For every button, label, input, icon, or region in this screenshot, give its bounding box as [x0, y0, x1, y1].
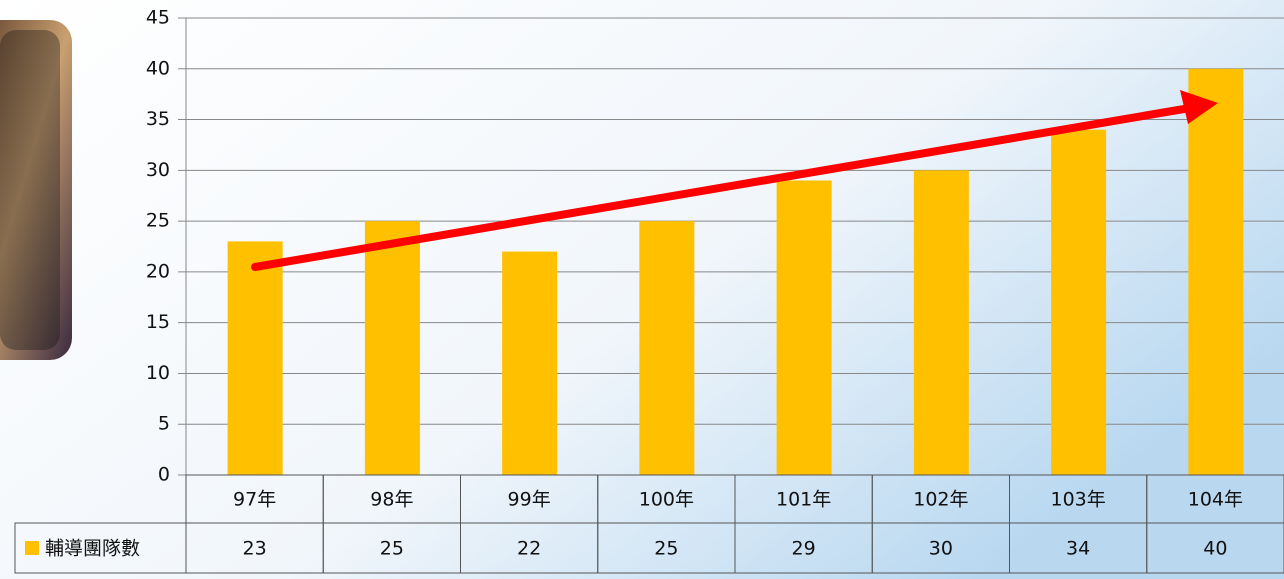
- y-tick-label: 25: [146, 210, 170, 232]
- bar: [1051, 130, 1106, 475]
- y-tick-label: 10: [146, 362, 170, 384]
- table-value: 40: [1203, 538, 1227, 560]
- x-tick-label: 98年: [370, 489, 413, 511]
- chart: 0 5 10 15 20 25 30 35 40 45 97年 23 98年 25 99年 22 100年 25 1…: [0, 0, 1284, 579]
- photo-shade: [0, 30, 60, 350]
- y-tick-label: 5: [158, 413, 170, 435]
- legend-label: 輔導團隊數: [45, 538, 140, 560]
- bar: [777, 180, 832, 475]
- bar: [502, 252, 557, 475]
- y-tick-label: 35: [146, 108, 170, 130]
- bar: [1188, 69, 1243, 475]
- legend-swatch: [25, 541, 39, 555]
- y-tick-label: 45: [146, 7, 170, 29]
- table-value: 25: [380, 538, 404, 560]
- table-value: 25: [654, 538, 678, 560]
- y-tick-label: 0: [158, 464, 170, 486]
- table-value: 23: [243, 538, 267, 560]
- x-tick-label: 103年: [1050, 489, 1105, 511]
- y-tick-label: 20: [146, 260, 170, 282]
- table-value: 22: [517, 538, 541, 560]
- y-tick-label: 15: [146, 311, 170, 333]
- x-tick-label: 99年: [508, 489, 551, 511]
- x-tick-label: 101年: [776, 489, 831, 511]
- y-tick-label: 30: [146, 159, 170, 181]
- bar: [228, 241, 283, 475]
- table-value: 29: [792, 538, 816, 560]
- x-tick-label: 104年: [1188, 489, 1243, 511]
- bar: [639, 221, 694, 475]
- x-tick-label: 102年: [913, 489, 968, 511]
- table-value: 34: [1066, 538, 1090, 560]
- bar: [914, 170, 969, 475]
- x-tick-label: 97年: [233, 489, 276, 511]
- y-tick-label: 40: [146, 57, 170, 79]
- bar: [365, 221, 420, 475]
- table-value: 30: [929, 538, 953, 560]
- x-tick-label: 100年: [639, 489, 694, 511]
